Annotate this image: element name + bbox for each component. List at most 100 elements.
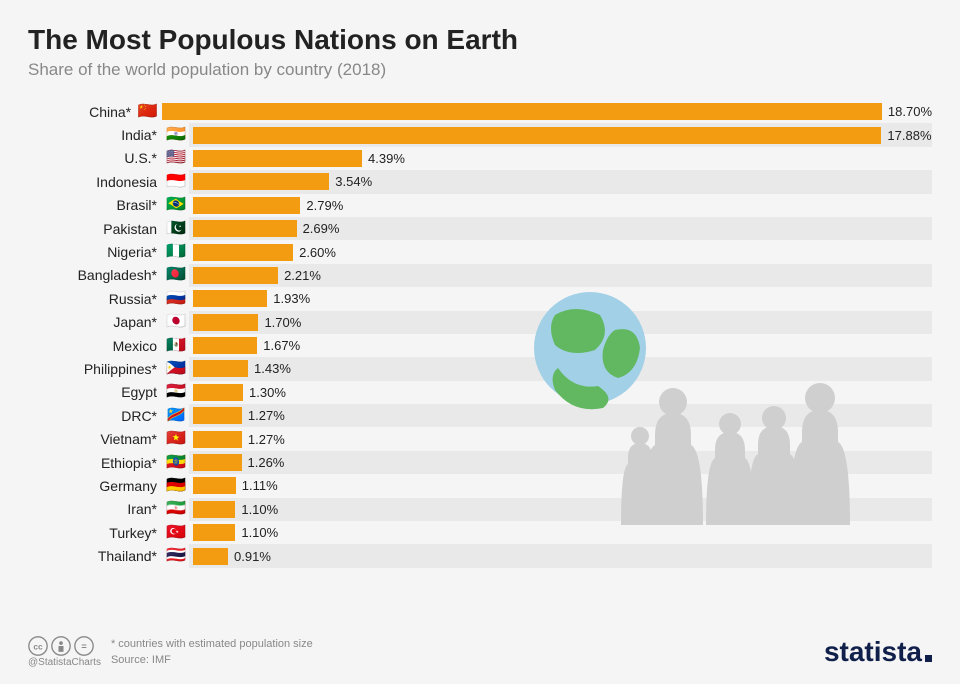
country-label: Nigeria*: [28, 244, 163, 260]
country-label: Indonesia: [28, 174, 163, 190]
bar: [193, 244, 293, 261]
bar-value: 0.91%: [234, 549, 271, 564]
bar-track: 1.67%: [189, 334, 932, 357]
footer: cc = @StatistaCharts * countries with es…: [28, 636, 932, 668]
svg-text:=: =: [81, 641, 86, 651]
bar-track: 1.93%: [189, 287, 932, 310]
bar: [193, 127, 881, 144]
country-label: Thailand*: [28, 548, 163, 564]
bar-value: 18.70%: [888, 104, 932, 119]
cc-license-icons: cc =: [28, 636, 101, 656]
bar-row: Iran*🇮🇷1.10%: [28, 498, 932, 521]
bar-track: 2.69%: [189, 217, 932, 240]
bar-track: 1.70%: [189, 311, 932, 334]
footnote-text: * countries with estimated population si…: [111, 637, 313, 652]
country-label: India*: [28, 127, 163, 143]
flag-icon: 🇻🇳: [163, 431, 189, 447]
bar-row: Pakistan🇵🇰 2.69%: [28, 217, 932, 240]
bar: [193, 197, 300, 214]
bar-row: Mexico🇲🇽 1.67%: [28, 334, 932, 357]
country-label: Pakistan: [28, 221, 163, 237]
infographic-container: The Most Populous Nations on Earth Share…: [0, 0, 960, 684]
bar-value: 1.10%: [241, 502, 278, 517]
bar-track: 1.26%: [189, 451, 932, 474]
flag-icon: 🇵🇰: [163, 221, 189, 237]
bar-track: 1.10%: [189, 498, 932, 521]
bar: [193, 454, 242, 471]
flag-icon: 🇧🇷: [163, 197, 189, 213]
flag-icon: 🇳🇬: [163, 244, 189, 260]
bar: [193, 431, 242, 448]
bar-track: 18.70%: [158, 100, 932, 123]
flag-icon: 🇮🇳: [163, 127, 189, 143]
bar-value: 1.30%: [249, 385, 286, 400]
flag-icon: 🇲🇽: [163, 338, 189, 354]
country-label: Germany: [28, 478, 163, 494]
bar: [193, 477, 236, 494]
chart-subtitle: Share of the world population by country…: [28, 60, 932, 80]
bar: [193, 173, 329, 190]
bar-value: 2.60%: [299, 245, 336, 260]
bar-row: Turkey*🇹🇷1.10%: [28, 521, 932, 544]
bar-row: India*🇮🇳 17.88%: [28, 123, 932, 146]
bar-value: 1.10%: [241, 525, 278, 540]
bar-value: 1.26%: [248, 455, 285, 470]
bar: [193, 337, 257, 354]
bar-value: 2.69%: [303, 221, 340, 236]
bar-row: Bangladesh*🇧🇩2.21%: [28, 264, 932, 287]
bar: [193, 314, 258, 331]
bar-value: 1.11%: [242, 478, 278, 493]
bar: [193, 220, 297, 237]
bar-track: 1.43%: [189, 357, 932, 380]
bar: [193, 150, 362, 167]
bar-row: Egypt🇪🇬1.30%: [28, 381, 932, 404]
bar-row: Philippines*🇵🇭1.43%: [28, 357, 932, 380]
flag-icon: 🇹🇷: [163, 525, 189, 541]
country-label: Mexico: [28, 338, 163, 354]
flag-icon: 🇹🇭: [163, 548, 189, 564]
flag-icon: 🇪🇹: [163, 455, 189, 471]
bar-value: 1.93%: [273, 291, 310, 306]
country-label: Iran*: [28, 501, 163, 517]
bar-row: Japan*🇯🇵1.70%: [28, 311, 932, 334]
bar-row: Ethiopia*🇪🇹 1.26%: [28, 451, 932, 474]
bar: [193, 290, 267, 307]
bar-row: Germany🇩🇪 1.11%: [28, 474, 932, 497]
bar-track: 2.79%: [189, 194, 932, 217]
bar-row: Vietnam*🇻🇳1.27%: [28, 427, 932, 450]
flag-icon: 🇨🇩: [163, 408, 189, 424]
bar-value: 1.67%: [263, 338, 300, 353]
bar-track: 17.88%: [189, 123, 932, 146]
source-text: Source: IMF: [111, 653, 313, 668]
bar-track: 1.11%: [189, 474, 932, 497]
country-label: Brasil*: [28, 197, 163, 213]
bar-value: 1.27%: [248, 408, 285, 423]
bar-track: 2.21%: [189, 264, 932, 287]
bar-row: Brasil*🇧🇷2.79%: [28, 194, 932, 217]
bar: [193, 360, 248, 377]
svg-text:cc: cc: [33, 641, 43, 651]
country-label: Egypt: [28, 384, 163, 400]
country-label: Vietnam*: [28, 431, 163, 447]
bar: [193, 267, 278, 284]
country-label: DRC*: [28, 408, 163, 424]
country-label: Japan*: [28, 314, 163, 330]
handle-text: @StatistaCharts: [28, 657, 101, 668]
flag-icon: 🇮🇩: [163, 174, 189, 190]
country-label: Ethiopia*: [28, 455, 163, 471]
bar-track: 2.60%: [189, 240, 932, 263]
flag-icon: 🇩🇪: [163, 478, 189, 494]
bar-track: 3.54%: [189, 170, 932, 193]
bar: [193, 384, 243, 401]
bar-track: 4.39%: [189, 147, 932, 170]
country-label: Russia*: [28, 291, 163, 307]
country-label: China*: [28, 104, 137, 120]
country-label: Bangladesh*: [28, 267, 163, 283]
bar-value: 17.88%: [887, 128, 931, 143]
bar-track: 1.27%: [189, 427, 932, 450]
chart-title: The Most Populous Nations on Earth: [28, 24, 932, 56]
bar-row: Indonesia🇮🇩3.54%: [28, 170, 932, 193]
bar-track: 0.91%: [189, 544, 932, 567]
bar: [193, 501, 235, 518]
bar-value: 4.39%: [368, 151, 405, 166]
